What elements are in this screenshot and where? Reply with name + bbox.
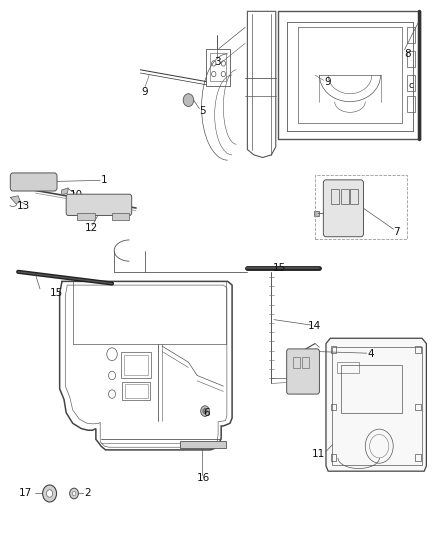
Bar: [331, 346, 336, 353]
Bar: [206, 49, 230, 86]
Polygon shape: [326, 338, 426, 471]
Circle shape: [72, 491, 76, 496]
Bar: [122, 382, 150, 400]
Text: 15: 15: [50, 287, 63, 297]
Text: 2: 2: [84, 489, 91, 498]
Polygon shape: [61, 188, 68, 195]
Bar: [77, 213, 95, 220]
Bar: [416, 346, 421, 353]
Bar: [112, 213, 130, 220]
FancyBboxPatch shape: [11, 173, 57, 191]
Bar: [302, 357, 308, 368]
Text: 17: 17: [19, 489, 32, 498]
Text: 9: 9: [141, 87, 148, 97]
Bar: [407, 27, 416, 43]
Text: 4: 4: [367, 349, 374, 359]
Bar: [416, 454, 421, 461]
Text: 13: 13: [17, 201, 30, 211]
Bar: [331, 403, 336, 410]
Text: c: c: [409, 81, 413, 90]
Bar: [341, 189, 349, 204]
Polygon shape: [314, 211, 319, 216]
Text: 9: 9: [325, 77, 332, 87]
Text: 8: 8: [404, 49, 411, 59]
Polygon shape: [11, 196, 20, 204]
Circle shape: [203, 408, 207, 414]
Bar: [125, 384, 148, 398]
Circle shape: [70, 488, 78, 499]
Bar: [337, 362, 359, 373]
Bar: [331, 454, 336, 461]
Circle shape: [201, 406, 209, 416]
Circle shape: [46, 490, 53, 497]
Bar: [180, 441, 226, 448]
Text: 16: 16: [197, 473, 210, 482]
FancyBboxPatch shape: [66, 194, 132, 215]
Bar: [407, 96, 416, 112]
Text: 12: 12: [85, 223, 98, 233]
Text: 3: 3: [214, 57, 221, 67]
Bar: [341, 365, 403, 413]
FancyBboxPatch shape: [323, 180, 364, 237]
Bar: [124, 355, 148, 375]
Bar: [407, 51, 416, 67]
Bar: [293, 357, 300, 368]
Text: 6: 6: [204, 408, 210, 418]
Text: 15: 15: [272, 263, 286, 272]
Bar: [210, 53, 226, 82]
Bar: [121, 352, 151, 378]
Bar: [350, 189, 358, 204]
Bar: [331, 189, 339, 204]
FancyBboxPatch shape: [287, 349, 319, 394]
Text: 5: 5: [199, 106, 206, 116]
Bar: [407, 75, 416, 91]
Bar: [416, 403, 421, 410]
Text: 11: 11: [311, 449, 325, 458]
Text: 10: 10: [70, 190, 83, 200]
Text: 14: 14: [307, 321, 321, 331]
Text: 7: 7: [393, 227, 400, 237]
Bar: [315, 175, 407, 239]
Circle shape: [183, 94, 194, 107]
Circle shape: [42, 485, 57, 502]
Text: 1: 1: [101, 175, 107, 185]
